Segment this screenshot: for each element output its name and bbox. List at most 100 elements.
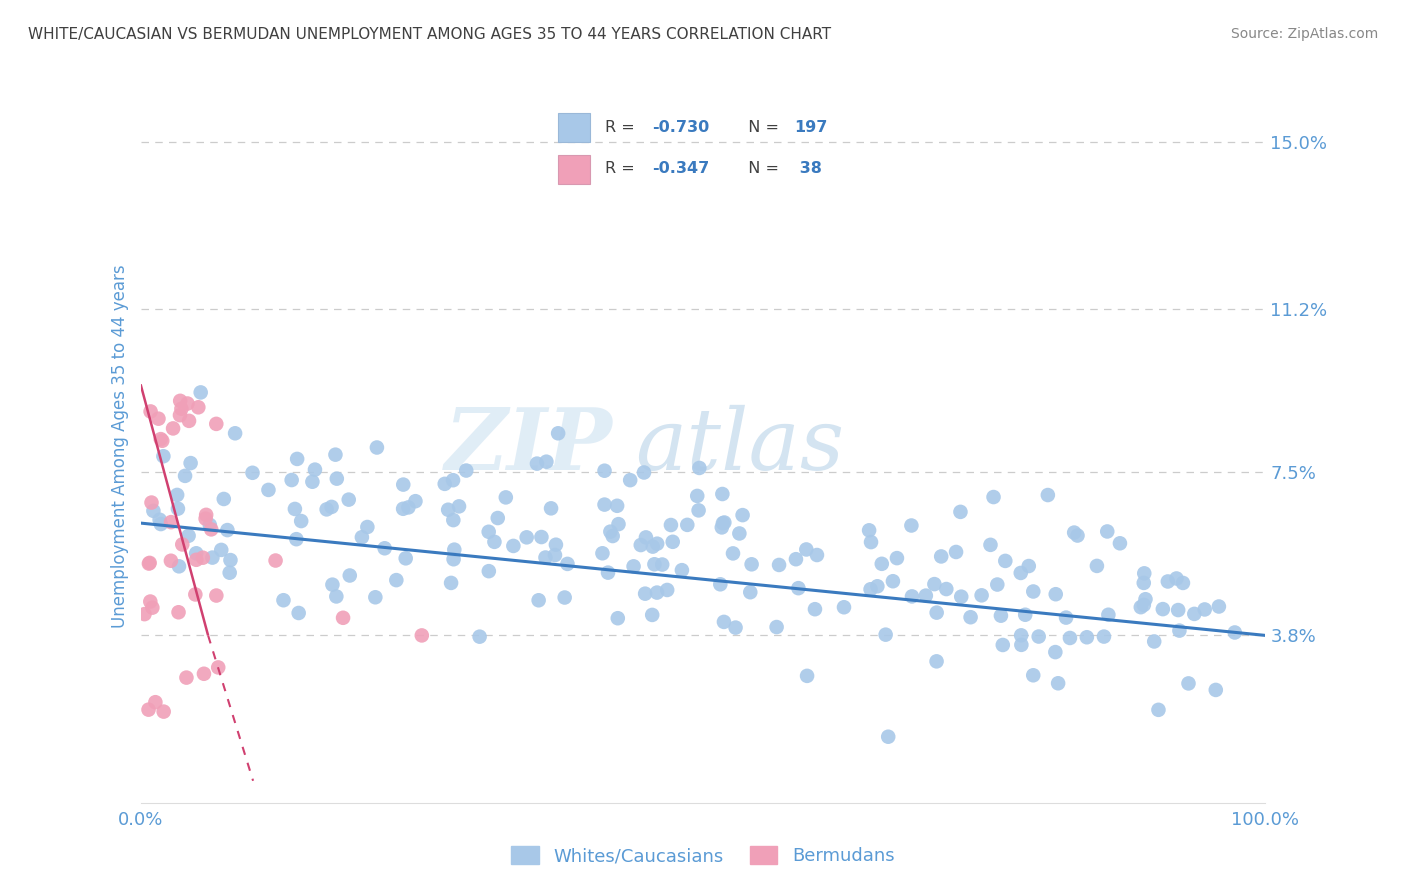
Point — [530, 530, 553, 544]
Point — [901, 590, 924, 604]
Point — [688, 461, 710, 475]
Point — [290, 514, 312, 528]
Point — [882, 574, 904, 589]
Point — [959, 610, 981, 624]
Point — [925, 654, 948, 668]
Point — [138, 557, 160, 571]
Point — [886, 551, 908, 566]
Point — [991, 638, 1014, 652]
Point — [710, 520, 733, 534]
Point — [1097, 524, 1119, 539]
Point — [1152, 602, 1174, 616]
Point — [1085, 558, 1108, 573]
Point — [1208, 599, 1230, 614]
Point — [141, 495, 163, 509]
Legend: Whites/Caucasians, Bermudans: Whites/Caucasians, Bermudans — [505, 838, 901, 872]
Point — [167, 559, 190, 574]
Point — [591, 546, 613, 560]
Point — [201, 550, 224, 565]
Point — [866, 579, 889, 593]
Point — [264, 553, 287, 567]
Point — [1109, 536, 1132, 550]
Point — [554, 591, 576, 605]
Point — [484, 534, 506, 549]
Point — [167, 605, 190, 619]
Point — [599, 524, 621, 539]
Point — [325, 448, 347, 462]
Point — [858, 524, 880, 538]
Point — [1097, 607, 1119, 622]
Point — [986, 577, 1008, 591]
Point — [929, 549, 952, 564]
Point — [138, 703, 160, 717]
Point — [711, 487, 734, 501]
Point — [280, 473, 302, 487]
Point — [339, 568, 361, 582]
Point — [396, 500, 419, 515]
Point — [219, 553, 242, 567]
Y-axis label: Unemployment Among Ages 35 to 44 years: Unemployment Among Ages 35 to 44 years — [111, 264, 129, 628]
Point — [713, 516, 735, 530]
Point — [794, 542, 817, 557]
Point — [456, 464, 478, 478]
Point — [527, 593, 550, 607]
Point — [169, 393, 191, 408]
Point — [285, 451, 308, 466]
Point — [641, 607, 664, 622]
Point — [870, 557, 893, 571]
Point — [139, 594, 162, 608]
Point — [149, 513, 172, 527]
Point — [711, 516, 734, 531]
Point — [686, 489, 709, 503]
Point — [875, 627, 897, 641]
Point — [332, 611, 354, 625]
Point — [441, 473, 464, 487]
Point — [411, 628, 433, 642]
Point — [970, 588, 993, 602]
Point — [619, 473, 641, 487]
Point — [990, 608, 1012, 623]
Point — [1022, 668, 1045, 682]
Point — [1205, 682, 1227, 697]
Point — [657, 582, 679, 597]
Point — [740, 585, 762, 599]
Point — [176, 396, 198, 410]
Point — [547, 426, 569, 441]
Point — [1010, 638, 1032, 652]
Point — [544, 548, 567, 562]
Point — [768, 558, 790, 572]
Point — [180, 456, 202, 470]
Point — [193, 666, 215, 681]
Point — [1018, 559, 1040, 574]
Point — [301, 475, 323, 489]
Point — [536, 455, 558, 469]
Point — [315, 502, 337, 516]
Point — [191, 550, 214, 565]
Text: Source: ZipAtlas.com: Source: ZipAtlas.com — [1230, 27, 1378, 41]
Point — [1143, 634, 1166, 648]
Point — [540, 501, 562, 516]
Point — [374, 541, 396, 556]
Point — [634, 530, 657, 544]
Point — [194, 511, 217, 525]
Point — [304, 462, 326, 476]
Point — [170, 401, 193, 416]
Point — [287, 606, 309, 620]
Point — [945, 545, 967, 559]
Point — [218, 566, 240, 580]
Point — [1182, 607, 1205, 621]
Point — [806, 548, 828, 562]
Point — [486, 511, 509, 525]
Point — [366, 441, 388, 455]
Point — [534, 550, 557, 565]
Point — [859, 582, 882, 597]
Point — [385, 573, 408, 587]
Point — [709, 577, 731, 591]
Point — [321, 577, 343, 591]
Point — [364, 591, 387, 605]
Text: atlas: atlas — [636, 405, 845, 487]
Point — [169, 408, 191, 422]
Point — [1014, 607, 1036, 622]
Point — [392, 501, 415, 516]
Point — [200, 522, 222, 536]
